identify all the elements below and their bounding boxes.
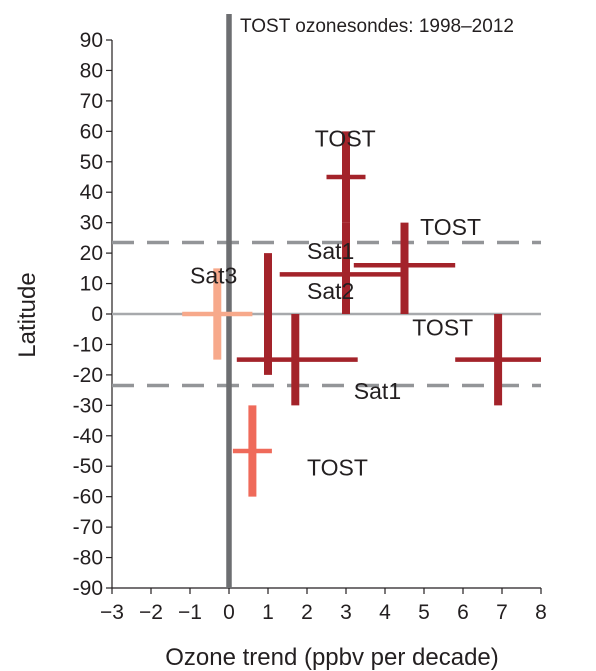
y-tick-label: 0	[91, 303, 103, 326]
y-tick-label: 60	[80, 120, 103, 143]
x-tick-label: 6	[457, 601, 469, 624]
x-tick-label: 5	[418, 601, 430, 624]
y-tick-label: 40	[80, 181, 103, 204]
y-tick-label: 30	[80, 212, 103, 235]
x-tick-label: 3	[340, 601, 352, 624]
x-tick-label: 7	[496, 601, 508, 624]
x-tick-label: 0	[223, 601, 235, 624]
y-tick-label: -70	[73, 516, 103, 539]
series-label: TOST	[420, 214, 481, 240]
y-tick-label: 80	[80, 59, 103, 82]
x-tick-label: 4	[379, 601, 391, 624]
series-label: Sat1	[354, 378, 401, 404]
series-label: Sat2	[307, 278, 354, 304]
y-tick-label: 50	[80, 151, 103, 174]
y-tick-label: -30	[73, 394, 103, 417]
y-tick-label: -90	[73, 577, 103, 600]
y-tick-label: -20	[73, 364, 103, 387]
y-tick-label: 90	[80, 29, 103, 52]
y-tick-label: 20	[80, 242, 103, 265]
series-label: Sat1	[307, 238, 354, 264]
series-label: Sat3	[190, 263, 237, 289]
x-axis-title: Ozone trend (ppbv per decade)	[165, 644, 499, 671]
y-tick-label: 10	[80, 273, 103, 296]
x-tick-label: 1	[262, 601, 274, 624]
y-tick-label: -60	[73, 486, 103, 509]
y-axis-title: Latitude	[14, 272, 41, 357]
series-label: TOST	[307, 454, 368, 480]
x-tick-label: −2	[139, 601, 163, 624]
series-label: TOST	[412, 314, 473, 340]
y-tick-label: -80	[73, 547, 103, 570]
x-tick-label: −1	[178, 601, 202, 624]
y-tick-label: -10	[73, 333, 103, 356]
y-tick-label: -40	[73, 425, 103, 448]
x-tick-label: −3	[100, 601, 124, 624]
x-tick-label: 8	[535, 601, 547, 624]
plot-area: 9080706050403020100-10-20-30-40-50-60-70…	[73, 14, 547, 624]
series-label: TOST	[315, 126, 376, 152]
y-tick-label: 70	[80, 90, 103, 113]
chart-title: TOST ozonesondes: 1998–2012	[240, 16, 514, 37]
y-tick-label: -50	[73, 455, 103, 478]
x-tick-label: 2	[301, 601, 313, 624]
